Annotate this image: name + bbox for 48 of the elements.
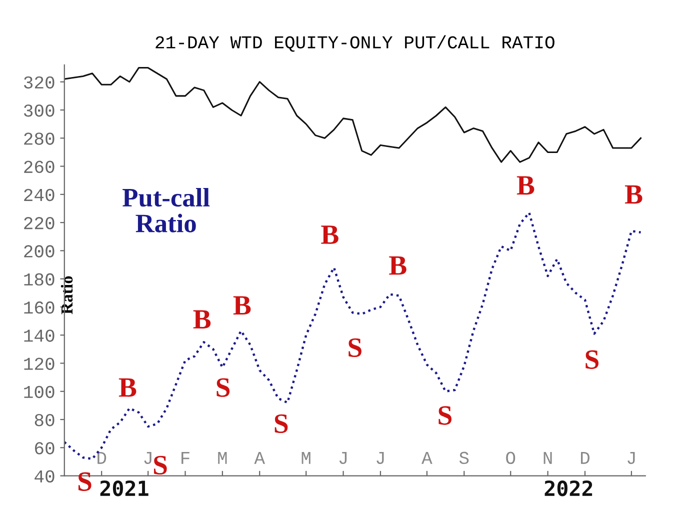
y-axis-title: Ratio <box>60 276 73 314</box>
y-tick-label: 160 <box>24 301 54 314</box>
y-tick-label: 220 <box>24 217 54 230</box>
y-tick-label: 80 <box>34 414 54 426</box>
x-tick-label: M <box>218 452 227 464</box>
annotation: B <box>321 226 338 244</box>
annotation: S <box>586 350 598 369</box>
annotation: S <box>438 406 452 425</box>
y-tick-label: 60 <box>35 442 54 454</box>
x-tick-label: D <box>98 452 106 464</box>
y-tick-label: 300 <box>24 104 54 117</box>
x-tick-label: S <box>459 452 469 464</box>
annotation: B <box>624 185 642 204</box>
y-tick-label: 140 <box>24 330 54 342</box>
y-tick-label: 280 <box>24 132 54 145</box>
x-tick-label: O <box>506 452 516 464</box>
annotation: B <box>193 310 211 328</box>
annotation: S <box>348 338 362 358</box>
chart-title: 21-DAY WTD EQUITY-ONLY PUT/CALL RATIO <box>156 35 554 52</box>
x-tick-label: J <box>144 452 152 464</box>
x-tick-label: A <box>422 452 432 464</box>
x-tick-label: A <box>254 452 266 464</box>
annotation: S <box>78 472 92 491</box>
x-tick-label: F <box>182 452 190 464</box>
x-tick-label: D <box>580 452 590 464</box>
line-series <box>64 67 642 163</box>
text: 2022 <box>544 480 592 496</box>
annotation: S <box>274 414 288 434</box>
y-tick-label: 180 <box>24 273 54 286</box>
y-tick-label: 240 <box>24 188 54 202</box>
text: Put-call Ratio <box>122 188 210 232</box>
x-tick-label: J <box>628 452 635 464</box>
text: 2021 <box>100 480 148 496</box>
annotation: B <box>389 256 406 275</box>
annotation: B <box>516 176 534 195</box>
y-tick-label: 100 <box>24 386 54 398</box>
y-tick-label: 40 <box>34 470 54 483</box>
x-tick-label: J <box>376 452 384 464</box>
y-tick-label: 260 <box>24 160 54 173</box>
x-tick-label: M <box>302 452 310 464</box>
annotation: S <box>216 378 230 397</box>
annotation: B <box>233 296 251 315</box>
x-tick-label: J <box>339 452 347 464</box>
x-tick-label: N <box>544 452 552 464</box>
annotation: B <box>118 378 136 397</box>
y-tick-label: 200 <box>24 245 54 258</box>
y-tick-label: 120 <box>24 358 54 370</box>
y-tick-label: 320 <box>24 76 54 89</box>
